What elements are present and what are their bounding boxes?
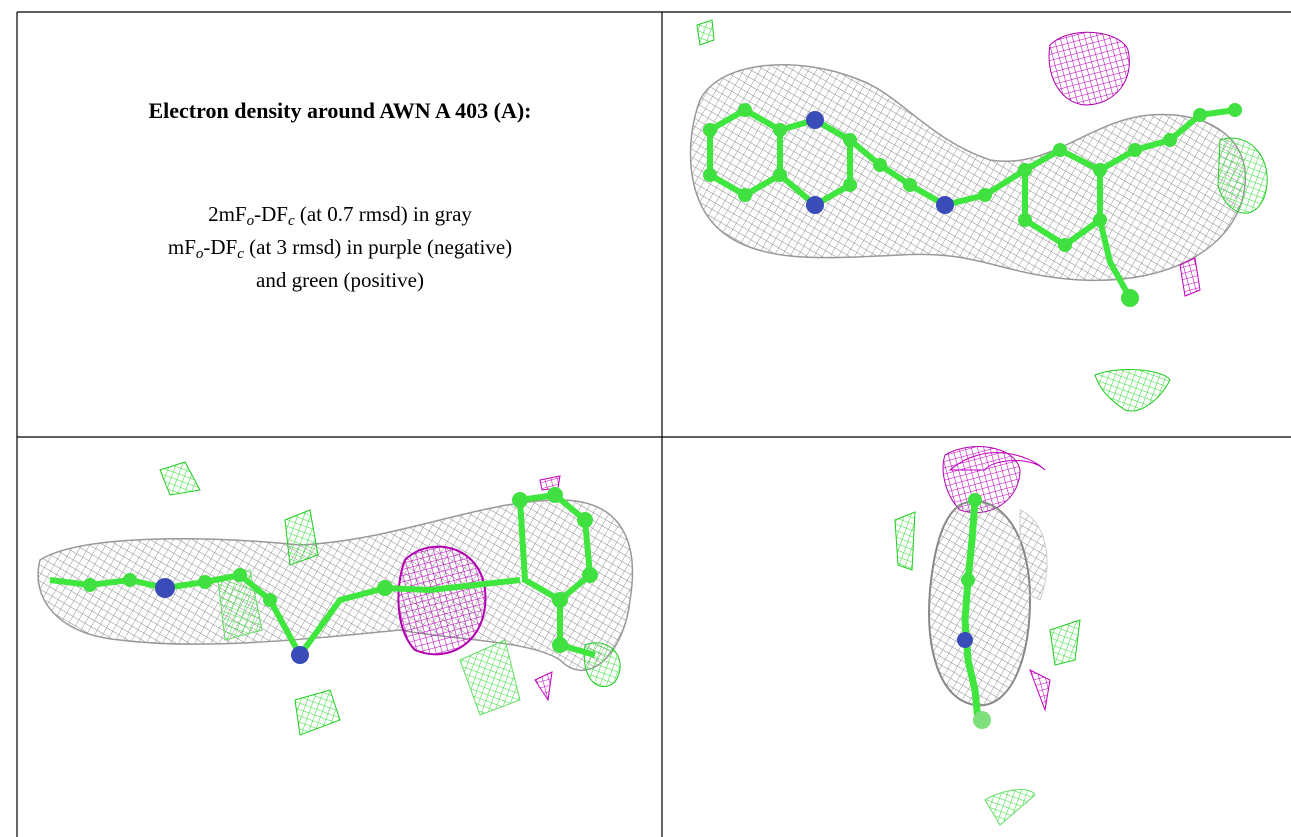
- density-panel: [689, 19, 1268, 412]
- ligand-bonds: [961, 499, 982, 721]
- atom: [123, 573, 137, 587]
- green-mesh: [1049, 619, 1081, 666]
- atom: [1093, 213, 1107, 227]
- atom: [957, 632, 973, 648]
- atom: [577, 512, 593, 528]
- atom: [512, 492, 528, 508]
- nitrogen-atoms: [806, 111, 954, 214]
- atom: [552, 637, 568, 653]
- atom: [1053, 143, 1067, 157]
- atom: [773, 123, 787, 137]
- atom: [738, 188, 752, 202]
- legend-text: (at 3 rmsd) in purple (negative): [243, 235, 513, 259]
- atom: [738, 103, 752, 117]
- green-mesh: [284, 509, 319, 566]
- legend-text: -DF: [254, 202, 288, 226]
- atom: [155, 578, 175, 598]
- purple-mesh: [534, 671, 553, 702]
- green-mesh: [984, 789, 1036, 826]
- atom: [843, 178, 857, 192]
- gray-mesh: [1019, 509, 1048, 601]
- green-mesh: [1094, 369, 1171, 412]
- chain: [1097, 219, 1133, 300]
- atom: [1193, 108, 1207, 122]
- atom: [263, 593, 277, 607]
- atom: [703, 123, 717, 137]
- atom: [1121, 289, 1139, 307]
- legend: 2mFo-DFc (at 0.7 rmsd) in gray mFo-DFc (…: [18, 198, 662, 297]
- atom: [968, 493, 982, 507]
- legend-line: mFo-DFc (at 3 rmsd) in purple (negative): [18, 231, 662, 264]
- green-mesh: [459, 639, 521, 716]
- atom: [547, 487, 563, 503]
- atom: [806, 196, 824, 214]
- green-mesh: [583, 642, 621, 688]
- green-mesh: [294, 689, 341, 736]
- atom: [843, 133, 857, 147]
- atom: [1018, 163, 1032, 177]
- green-mesh: [1217, 137, 1268, 214]
- green-mesh: [696, 19, 715, 46]
- atom: [806, 111, 824, 129]
- atom: [703, 168, 717, 182]
- atom: [1128, 143, 1142, 157]
- chain: [961, 499, 982, 721]
- atom: [291, 646, 309, 664]
- legend-text: 2mF: [208, 202, 247, 226]
- legend-subscript: o: [246, 213, 255, 229]
- legend-text: mF: [167, 235, 196, 259]
- table-frame: [16, 11, 1291, 837]
- atom: [83, 578, 97, 592]
- green-mesh: [159, 461, 201, 496]
- density-panel: [894, 446, 1081, 826]
- figure-title: Electron density around AWN A 403 (A):: [148, 98, 532, 123]
- atom: [873, 158, 887, 172]
- atom: [936, 196, 954, 214]
- atom: [198, 575, 212, 589]
- atom: [903, 178, 917, 192]
- atom: [1163, 133, 1177, 147]
- atom: [978, 188, 992, 202]
- legend-text: and green (positive): [256, 268, 424, 292]
- legend-text: (at 0.7 rmsd) in gray: [294, 202, 472, 226]
- purple-mesh: [1048, 31, 1130, 106]
- atom: [552, 592, 568, 608]
- atom: [1018, 213, 1032, 227]
- atom: [582, 567, 598, 583]
- purple-mesh: [1179, 257, 1201, 297]
- purple-mesh: [942, 446, 1021, 514]
- atom: [233, 568, 247, 582]
- atoms: [83, 487, 598, 653]
- atom: [1093, 163, 1107, 177]
- legend-line: 2mFo-DFc (at 0.7 rmsd) in gray: [18, 198, 662, 231]
- gray-mesh: [928, 500, 1032, 707]
- legend-subscript: o: [195, 246, 204, 262]
- atom: [377, 580, 393, 596]
- atom: [973, 711, 991, 729]
- atoms: [703, 103, 1242, 307]
- atom: [1228, 103, 1242, 117]
- green-mesh: [894, 511, 916, 571]
- legend-subscript: c: [237, 246, 244, 262]
- legend-line: and green (positive): [18, 264, 662, 297]
- purple-mesh: [1029, 668, 1051, 712]
- nitrogen-atoms: [155, 578, 309, 664]
- purple-mesh: [397, 545, 487, 656]
- legend-subscript: c: [287, 213, 295, 229]
- density-panel: [37, 461, 634, 736]
- legend-text: -DF: [203, 235, 238, 259]
- atom: [1058, 238, 1072, 252]
- atom: [961, 573, 975, 587]
- atom: [773, 168, 787, 182]
